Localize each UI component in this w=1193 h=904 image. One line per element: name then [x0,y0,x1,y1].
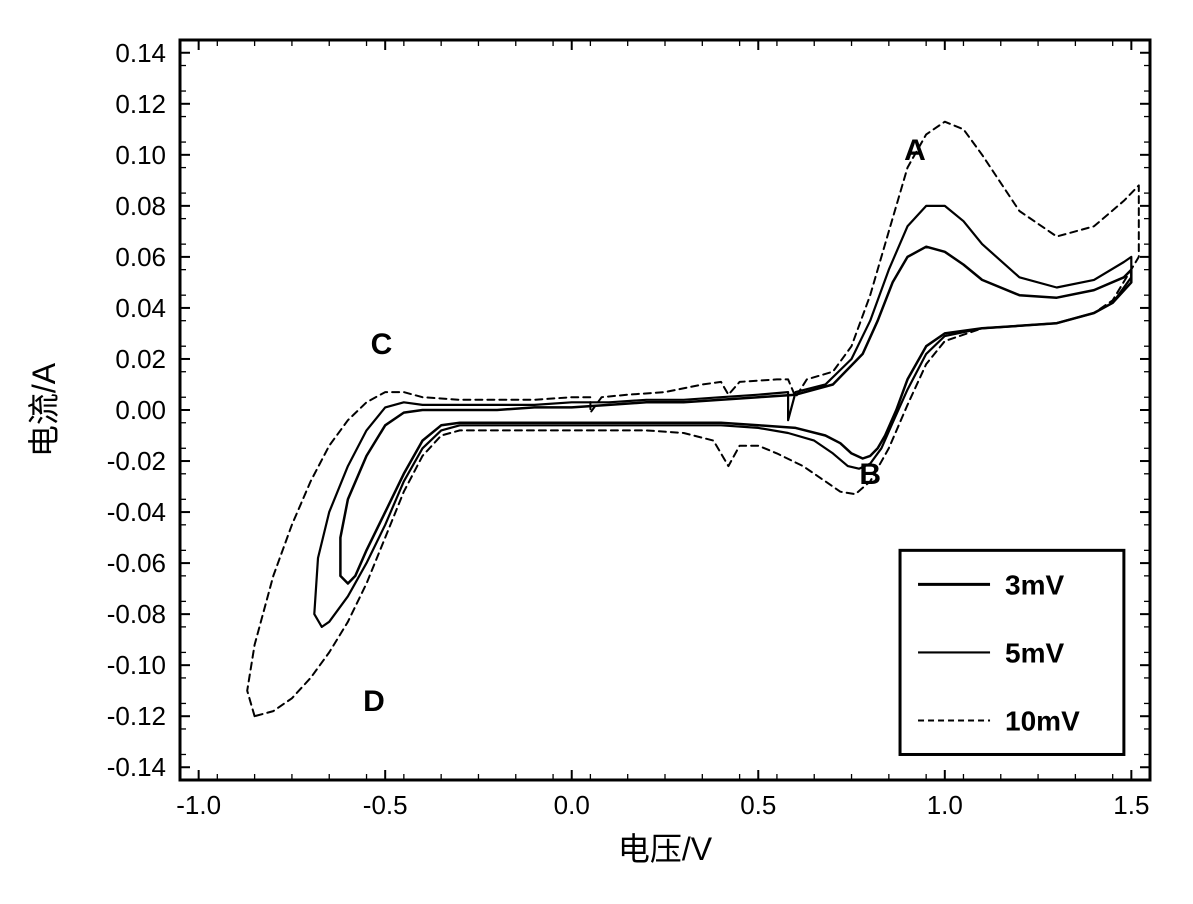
ytick-label: 0.12 [115,89,166,119]
cv-chart: -1.0 -0.5 0.0 0.5 1.0 1.5 -0.14 -0.12 -0.10 -0.08… [0,0,1193,904]
annotation-A: A [904,134,926,167]
chart-svg: -1.0 -0.5 0.0 0.5 1.0 1.5 -0.14 -0.12 -0.10 -0.08… [0,0,1193,904]
ytick-label: 0.14 [115,38,166,68]
ytick-label: -0.02 [107,446,166,476]
ytick-label: 0.00 [115,395,166,425]
annotation-B: B [859,458,881,491]
ytick-label: -0.12 [107,701,166,731]
ytick-label: -0.08 [107,599,166,629]
x-axis-label: 电压/V [618,831,713,867]
xtick-label: 0.5 [740,790,776,820]
annotation-C: C [371,328,393,361]
ytick-label: 0.04 [115,293,166,323]
y-axis-label: 电流/A [26,362,62,457]
ytick-label: 0.10 [115,140,166,170]
xtick-label: 0.0 [554,790,590,820]
ytick-label: -0.06 [107,548,166,578]
ytick-label: 0.02 [115,344,166,374]
xtick-label: 1.0 [927,790,963,820]
xtick-label: -0.5 [363,790,408,820]
xtick-label: -1.0 [176,790,221,820]
legend-label: 5mV [1005,637,1064,668]
ytick-label: -0.04 [107,497,166,527]
annotation-D: D [363,685,385,718]
ytick-label: -0.10 [107,650,166,680]
xtick-label: 1.5 [1113,790,1149,820]
ytick-label: -0.14 [107,752,166,782]
legend-label: 10mV [1005,705,1080,736]
ytick-label: 0.06 [115,242,166,272]
legend-label: 3mV [1005,569,1064,600]
series-3mV [340,247,1131,584]
ytick-label: 0.08 [115,191,166,221]
